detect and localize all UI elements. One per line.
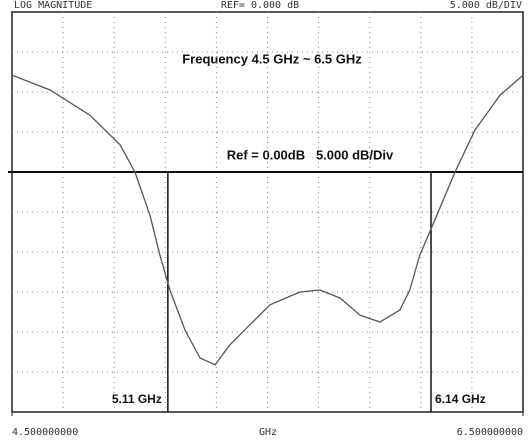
x-tick-label: 6.500000000	[457, 427, 523, 438]
trace	[11, 74, 524, 366]
chart-title: Frequency 4.5 GHz ~ 6.5 GHz	[182, 51, 362, 66]
header-right: 5.000 dB/DIV	[450, 0, 522, 11]
header-left: LOG MAGNITUDE	[14, 0, 92, 11]
ref-label: Ref = 0.00dB 5.000 dB/Div	[227, 147, 394, 162]
marker-label: 5.11 GHz	[112, 392, 162, 406]
header-center: REF= 0.000 dB	[221, 0, 299, 11]
marker-label: 6.14 GHz	[435, 392, 486, 406]
x-axis-label: GHz	[259, 427, 277, 438]
x-tick-label: 4.500000000	[12, 427, 78, 438]
